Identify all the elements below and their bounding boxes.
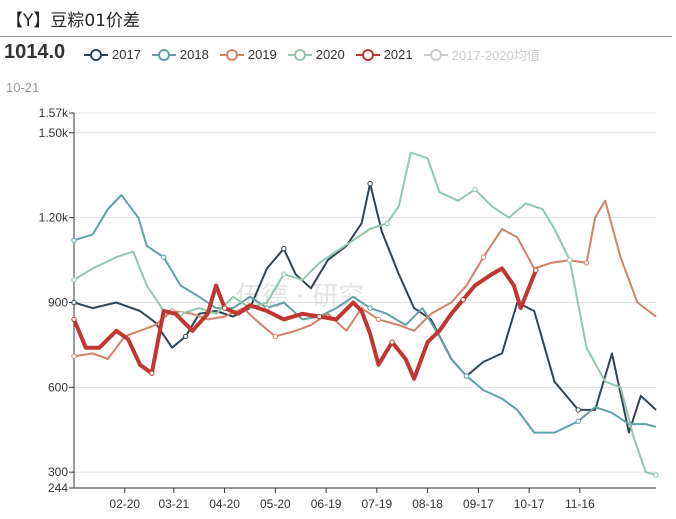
y-tick-label: 1.20k [39, 211, 69, 225]
grid-lines [74, 112, 656, 489]
current-value: 1014.0 [4, 41, 66, 63]
legend-label: 2021 [383, 47, 413, 62]
data-point-2020 [472, 186, 478, 193]
data-point-2020 [71, 277, 77, 283]
x-tick-label: 05-20 [260, 497, 291, 511]
data-point-2021 [533, 267, 539, 273]
page-title: 【Y】豆粽01价差 [6, 11, 141, 31]
legend-item-2018[interactable]: 2018 [151, 47, 209, 62]
series-line-2018 [73, 194, 657, 434]
title-divider [0, 36, 672, 37]
y-tick-label: 1.50k [39, 126, 69, 140]
data-point-2018 [575, 418, 581, 424]
data-point-2020 [567, 257, 573, 263]
current-date: 10-21 [6, 80, 40, 95]
data-point-2021 [316, 313, 322, 320]
data-point-2020 [281, 271, 287, 277]
x-tick-label: 09-17 [463, 497, 494, 511]
legend-marker-icon [355, 48, 380, 61]
data-point-2020 [177, 311, 184, 317]
legend-item-2019[interactable]: 2019 [219, 47, 277, 62]
chart-legend: 2017 2018 2019 2020 2021 2017-2020均值 [84, 45, 551, 64]
x-tick-label: 08-18 [412, 497, 443, 511]
data-point-2021 [389, 339, 395, 345]
legend-label: 2018 [179, 47, 209, 62]
legend-label: 2017 [112, 47, 141, 62]
data-point-2017 [71, 299, 77, 306]
legend-label: 2017-2020均值 [451, 48, 540, 63]
data-point-2017 [367, 181, 373, 187]
x-tick-label: 02-20 [109, 497, 140, 511]
x-tick-label: 11-16 [565, 497, 595, 511]
series-line-2019 [73, 199, 657, 360]
data-point-2019 [480, 254, 487, 260]
x-tick-label: 04-20 [209, 497, 240, 511]
series-line-2017 [73, 182, 657, 434]
data-point-2020 [653, 472, 659, 478]
data-point-2021 [460, 297, 466, 303]
data-point-2020 [384, 220, 390, 227]
series-group: 伍德 · 研究 [71, 151, 659, 478]
legend-item-2020[interactable]: 2020 [287, 47, 345, 62]
legend-marker-icon [219, 48, 244, 61]
legend-item-2021[interactable]: 2021 [355, 47, 413, 62]
x-tick-label: 03-21 [158, 497, 189, 511]
y-tick-label: 244 [48, 481, 68, 495]
data-point-2019 [583, 260, 590, 266]
data-point-2019 [375, 316, 382, 323]
data-point-2018 [161, 254, 167, 260]
data-point-2021 [71, 316, 77, 323]
legend-item-2017[interactable]: 2017 [84, 47, 141, 62]
legend-marker-icon [423, 48, 448, 61]
legend-item-2017-2020均值[interactable]: 2017-2020均值 [423, 45, 540, 64]
x-tick-label: 10-17 [514, 497, 545, 511]
tick-labels: 244 300 600 900 1.20k 1.50k 1.57k 02-20 03-21 04-… [39, 106, 595, 511]
legend-marker-icon [287, 48, 312, 61]
legend-marker-icon [84, 48, 108, 61]
x-tick-label: 06-19 [311, 497, 342, 511]
y-tick-label: 300 [48, 465, 68, 479]
legend-marker-icon [151, 48, 176, 61]
y-tick-label: 1.57k [39, 106, 69, 120]
y-tick-label: 600 [48, 380, 68, 394]
data-point-2018 [71, 237, 77, 244]
data-point-2021 [149, 370, 155, 376]
legend-label: 2019 [247, 47, 277, 62]
data-point-2021 [221, 305, 228, 311]
data-point-2019 [272, 333, 278, 340]
y-tick-label: 900 [48, 295, 68, 309]
data-point-2018 [367, 305, 373, 311]
data-point-2017 [281, 246, 287, 252]
data-point-2018 [463, 373, 470, 379]
legend-label: 2020 [315, 47, 345, 62]
data-point-2017 [575, 407, 581, 413]
data-point-2017 [183, 333, 189, 340]
data-point-2019 [71, 353, 77, 359]
x-tick-label: 07-19 [361, 497, 392, 511]
